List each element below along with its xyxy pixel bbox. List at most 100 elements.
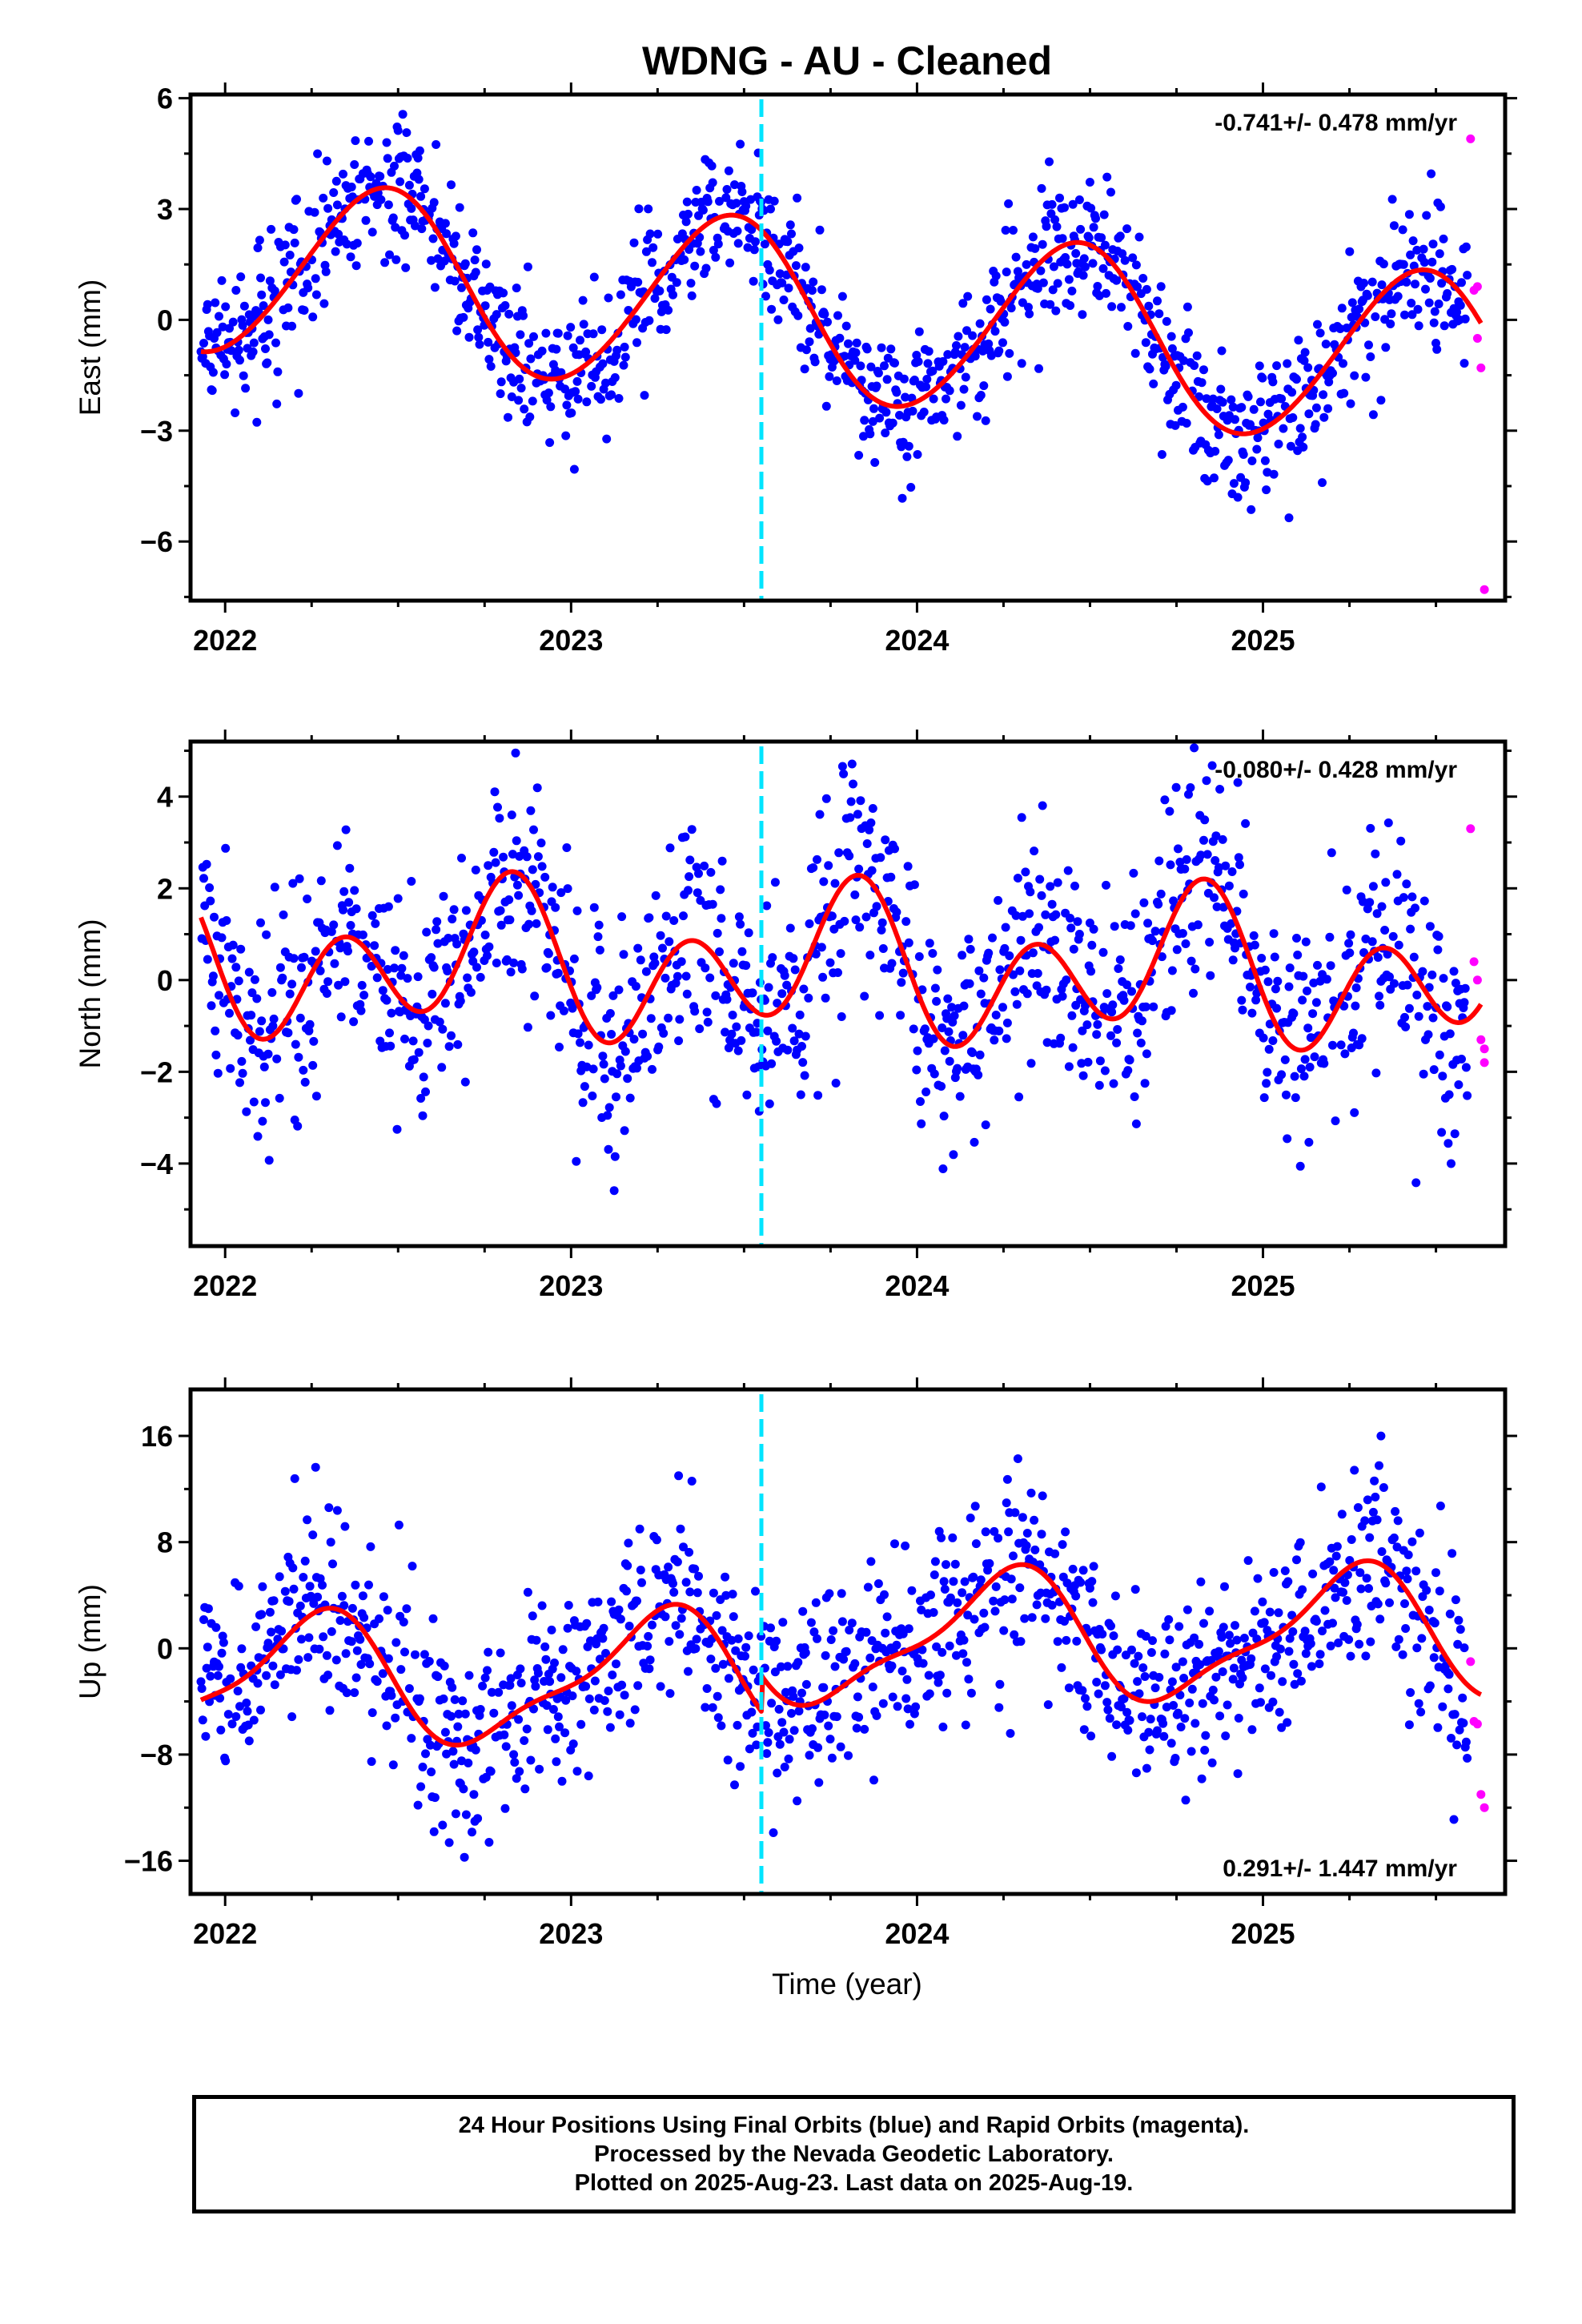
final-orbit-point xyxy=(1078,1026,1087,1035)
final-orbit-point xyxy=(811,1598,821,1607)
final-orbit-point xyxy=(991,1582,1001,1591)
final-orbit-point xyxy=(940,1585,950,1594)
final-orbit-point xyxy=(516,1664,525,1674)
final-orbit-point xyxy=(1148,936,1157,946)
final-orbit-point xyxy=(540,1642,550,1651)
final-orbit-point xyxy=(973,412,982,421)
final-orbit-point xyxy=(650,294,660,304)
final-orbit-point xyxy=(887,1661,897,1671)
final-orbit-point xyxy=(1027,1613,1037,1622)
final-orbit-point xyxy=(449,239,459,248)
final-orbit-point xyxy=(1351,1001,1360,1011)
final-orbit-point xyxy=(1290,1072,1299,1081)
final-orbit-point xyxy=(1367,937,1377,947)
final-orbit-point xyxy=(1265,1607,1275,1617)
final-orbit-point xyxy=(1053,279,1062,288)
final-orbit-point xyxy=(456,996,465,1006)
final-orbit-point xyxy=(886,344,896,354)
final-orbit-point xyxy=(821,993,830,1003)
final-orbit-point xyxy=(388,1760,398,1770)
final-orbit-point xyxy=(994,1026,1004,1035)
final-orbit-point xyxy=(1421,284,1430,294)
final-orbit-point xyxy=(1379,259,1388,269)
final-orbit-point xyxy=(359,1613,369,1622)
final-orbit-point xyxy=(1047,199,1057,209)
final-orbit-point xyxy=(1260,965,1270,975)
final-orbit-point xyxy=(351,136,360,146)
final-orbit-point xyxy=(262,1671,271,1680)
final-orbit-point xyxy=(1210,893,1219,903)
final-orbit-point xyxy=(529,1704,538,1714)
final-orbit-point xyxy=(904,938,913,947)
final-orbit-point xyxy=(694,869,703,879)
final-orbit-point xyxy=(496,920,506,930)
final-orbit-point xyxy=(578,296,588,305)
final-orbit-point xyxy=(484,355,494,364)
final-orbit-point xyxy=(831,1079,841,1088)
final-orbit-point xyxy=(995,1679,1005,1689)
final-orbit-point xyxy=(452,939,462,949)
final-orbit-point xyxy=(821,401,831,411)
final-orbit-point xyxy=(326,1538,335,1547)
final-orbit-point xyxy=(872,902,881,911)
final-orbit-point xyxy=(1391,1642,1401,1651)
final-orbit-point xyxy=(600,1696,609,1705)
final-orbit-point xyxy=(444,934,453,943)
final-orbit-point xyxy=(1325,932,1335,942)
final-orbit-point xyxy=(1394,1634,1403,1644)
y-axis-label: Up (mm) xyxy=(74,1584,106,1699)
final-orbit-point xyxy=(1231,415,1239,424)
final-orbit-point xyxy=(1201,1731,1211,1740)
final-orbit-point xyxy=(681,832,690,842)
final-orbit-point xyxy=(1323,404,1333,413)
final-orbit-point xyxy=(1418,967,1427,976)
final-orbit-point xyxy=(601,1649,610,1658)
final-orbit-point xyxy=(712,1099,721,1108)
final-orbit-point xyxy=(510,1758,520,1767)
final-orbit-point xyxy=(1376,1431,1386,1441)
final-orbit-point xyxy=(1404,1003,1414,1013)
final-orbit-point xyxy=(297,1634,306,1644)
final-orbit-point xyxy=(1361,372,1371,382)
final-orbit-point xyxy=(469,1790,479,1799)
final-orbit-point xyxy=(533,1668,543,1678)
final-orbit-point xyxy=(556,1673,566,1683)
final-orbit-point xyxy=(411,1650,420,1659)
final-orbit-point xyxy=(383,1654,393,1663)
final-orbit-point xyxy=(609,1186,619,1196)
final-orbit-point xyxy=(1208,394,1218,404)
final-orbit-point xyxy=(827,1753,837,1763)
final-orbit-point xyxy=(225,1008,234,1018)
final-orbit-point xyxy=(1228,955,1238,965)
final-orbit-point xyxy=(1048,285,1058,295)
final-orbit-point xyxy=(542,963,552,972)
final-orbit-point xyxy=(476,1705,485,1714)
final-orbit-point xyxy=(1407,299,1416,308)
final-orbit-point xyxy=(242,1107,251,1116)
final-orbit-point xyxy=(595,945,604,955)
final-orbit-point xyxy=(1400,310,1409,320)
final-orbit-point xyxy=(982,295,991,304)
final-orbit-point xyxy=(1170,420,1180,430)
final-orbit-point xyxy=(1393,1516,1403,1526)
final-orbit-point xyxy=(824,861,833,870)
final-orbit-point xyxy=(685,1587,695,1597)
final-orbit-point xyxy=(789,1036,799,1046)
final-orbit-point xyxy=(347,183,356,191)
final-orbit-point xyxy=(684,1667,693,1676)
final-orbit-point xyxy=(1109,1079,1118,1088)
final-orbit-point xyxy=(796,1090,805,1100)
final-orbit-point xyxy=(1022,1529,1032,1538)
final-orbit-point xyxy=(1167,1677,1177,1687)
final-orbit-point xyxy=(604,1144,613,1154)
final-orbit-point xyxy=(364,1580,373,1590)
final-orbit-point xyxy=(917,1605,926,1614)
final-orbit-point xyxy=(988,933,997,943)
final-orbit-point xyxy=(459,312,468,322)
final-orbit-point xyxy=(520,404,529,414)
final-orbit-point xyxy=(1115,231,1125,241)
final-orbit-point xyxy=(1094,1689,1103,1699)
final-orbit-point xyxy=(717,1626,727,1635)
final-orbit-point xyxy=(728,1590,737,1599)
final-orbit-point xyxy=(1451,979,1460,988)
